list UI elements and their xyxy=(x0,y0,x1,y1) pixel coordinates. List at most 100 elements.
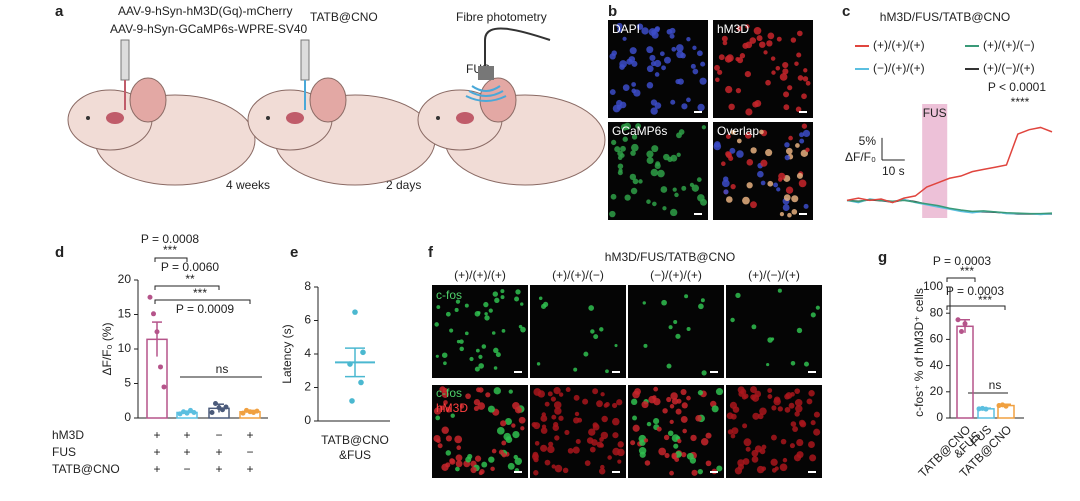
step-label: TATB@CNO xyxy=(310,10,378,24)
cell xyxy=(485,392,491,398)
cell xyxy=(512,430,520,439)
cell xyxy=(721,179,730,188)
y-tick-label: 2 xyxy=(304,380,311,394)
cell xyxy=(443,400,448,405)
cell xyxy=(763,50,768,55)
panel-label: d xyxy=(55,244,64,261)
cell xyxy=(798,179,807,188)
cell xyxy=(455,454,463,462)
cell xyxy=(654,102,662,109)
cell xyxy=(484,315,490,321)
data-point xyxy=(209,409,215,415)
cell xyxy=(760,180,766,186)
cell xyxy=(476,387,481,393)
annotation: P = 0.0003 xyxy=(946,284,1004,298)
cell xyxy=(644,460,651,466)
cell xyxy=(728,155,734,161)
micrograph xyxy=(628,285,724,378)
cell xyxy=(445,462,451,468)
cell xyxy=(751,455,759,463)
data-point xyxy=(1003,403,1009,409)
cell xyxy=(617,448,625,457)
cell xyxy=(684,294,689,299)
cell xyxy=(536,362,541,366)
cell xyxy=(801,93,807,100)
cell xyxy=(767,388,773,393)
cell xyxy=(604,402,610,407)
cell xyxy=(619,64,625,70)
cell xyxy=(650,107,658,115)
cell xyxy=(677,438,682,444)
cell xyxy=(598,468,606,475)
cell xyxy=(631,134,638,140)
cell xyxy=(681,402,688,409)
y-tick-label: 20 xyxy=(118,272,132,286)
cell xyxy=(554,407,562,415)
data-point xyxy=(223,404,229,410)
cell xyxy=(796,172,803,179)
cell xyxy=(620,123,628,131)
condition-sign: + xyxy=(183,428,190,442)
cell xyxy=(591,439,598,446)
cell xyxy=(802,129,811,138)
condition-sign: + xyxy=(246,462,253,476)
cell xyxy=(773,397,781,406)
cell xyxy=(796,327,803,334)
condition-sign: − xyxy=(183,462,190,476)
cell xyxy=(673,319,678,325)
cell xyxy=(722,40,728,46)
cell xyxy=(484,312,488,316)
cell xyxy=(674,192,679,198)
cell xyxy=(646,156,654,165)
cell xyxy=(633,89,641,97)
cell xyxy=(520,426,525,431)
cell xyxy=(713,142,722,151)
cell xyxy=(759,129,764,135)
cell xyxy=(721,161,726,167)
cell xyxy=(540,444,548,452)
cell xyxy=(666,28,673,35)
y-tick-label: 0 xyxy=(936,410,943,424)
condition-sign: − xyxy=(246,445,253,459)
cell xyxy=(487,405,495,413)
cell xyxy=(671,46,677,52)
cell xyxy=(646,150,654,158)
cell xyxy=(749,37,757,44)
data-point xyxy=(191,409,197,415)
cell xyxy=(714,64,720,71)
cell xyxy=(718,54,725,61)
cell xyxy=(725,196,733,203)
cell xyxy=(588,305,595,311)
cell xyxy=(573,367,578,372)
virus-line: AAV-9-hSyn-GCaMP6s-WPRE-SV40 xyxy=(110,22,307,36)
cell xyxy=(790,421,797,427)
cell xyxy=(700,437,709,446)
cell xyxy=(632,424,640,432)
mouse-eye xyxy=(266,116,270,120)
cell xyxy=(538,296,543,301)
cell xyxy=(803,361,809,367)
cell xyxy=(697,194,705,202)
cell xyxy=(759,407,767,416)
cell xyxy=(455,299,461,304)
cell xyxy=(635,123,642,129)
cell xyxy=(490,466,495,472)
cell xyxy=(730,129,736,135)
cell xyxy=(742,196,750,205)
cell xyxy=(511,423,516,428)
cell xyxy=(577,417,583,423)
cell xyxy=(669,33,675,39)
data-point xyxy=(352,309,358,315)
cell xyxy=(609,210,616,218)
cell xyxy=(711,405,719,413)
column-label: (+)/(−)/(+) xyxy=(748,268,800,282)
condition-sign: + xyxy=(246,428,253,442)
cell xyxy=(767,394,773,399)
cell xyxy=(600,464,605,470)
cell xyxy=(784,407,791,413)
cell xyxy=(746,159,754,166)
cell xyxy=(493,387,501,395)
cell xyxy=(650,168,659,177)
cell xyxy=(667,430,674,437)
cell xyxy=(794,388,801,394)
